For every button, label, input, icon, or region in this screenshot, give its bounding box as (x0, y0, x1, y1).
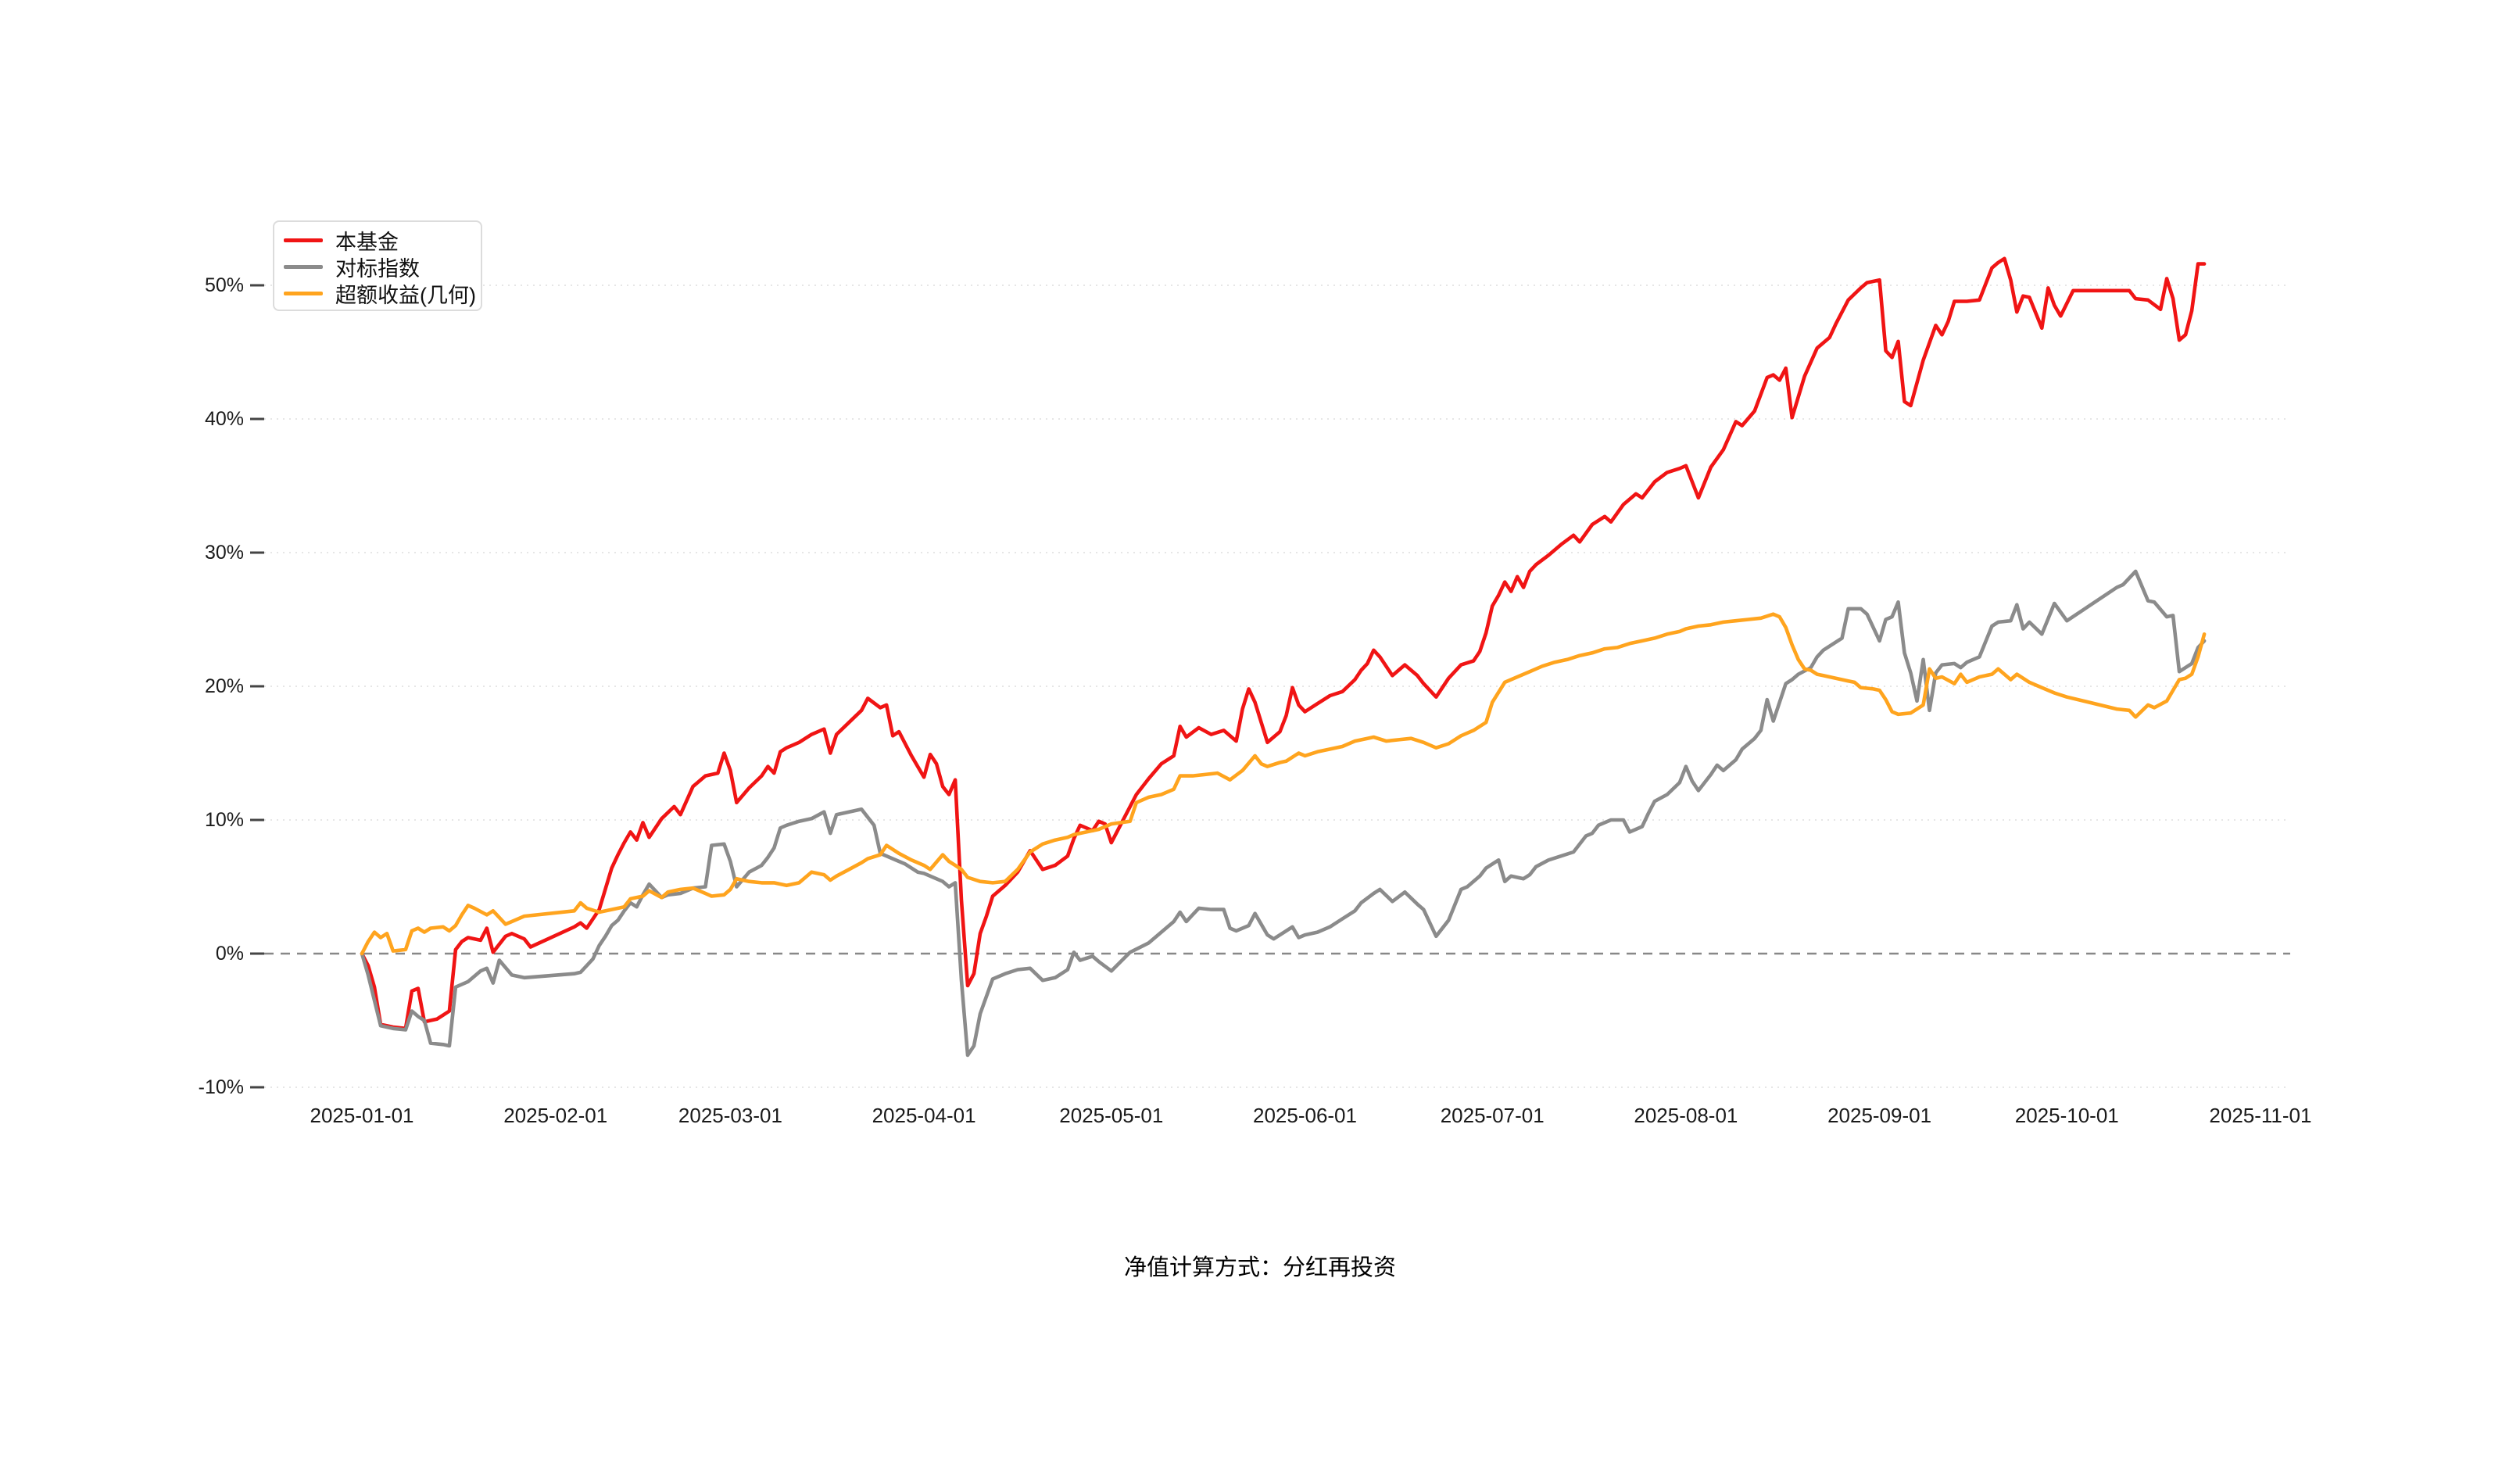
legend-item-label: 超额收益(几何) (335, 283, 476, 307)
y-axis-label: 50% (204, 274, 244, 296)
excess-line-swatch-icon (284, 291, 323, 295)
y-axis-label: 0% (215, 943, 244, 965)
x-axis-label: 2025-08-01 (1634, 1104, 1738, 1127)
x-axis-label: 2025-01-01 (310, 1104, 414, 1127)
fund-line-swatch-icon (284, 238, 323, 242)
series-line-fund (360, 256, 2207, 1031)
legend-item-excess[interactable]: 超额收益(几何) (284, 280, 481, 307)
x-axis-label: 2025-09-01 (1827, 1104, 1932, 1127)
legend-item-benchmark[interactable]: 对标指数 (284, 253, 481, 281)
legend: 本基金 对标指数 超额收益(几何) (273, 220, 482, 311)
x-axis-label: 2025-05-01 (1059, 1104, 1164, 1127)
y-axis-label: 30% (204, 542, 244, 564)
y-axis-label: 40% (204, 408, 244, 430)
legend-item-label: 本基金 (335, 230, 399, 254)
x-axis-label: 2025-07-01 (1440, 1104, 1545, 1127)
x-axis-label: 2025-11-01 (2209, 1104, 2312, 1127)
series-line-excess (360, 612, 2207, 956)
x-axis-label: 2025-02-01 (503, 1104, 608, 1127)
nav-calculation-caption: 净值计算方式：分红再投资 (1123, 1255, 1396, 1280)
x-axis-label: 2025-04-01 (872, 1104, 976, 1127)
x-axis-label: 2025-03-01 (678, 1104, 782, 1127)
legend-item-fund[interactable]: 本基金 (284, 227, 481, 254)
y-axis-label: 20% (204, 675, 244, 697)
y-axis-label: 10% (204, 809, 244, 831)
y-axis-label: -10% (198, 1076, 244, 1098)
benchmark-line-swatch-icon (284, 264, 323, 269)
x-axis-label: 2025-10-01 (2014, 1104, 2119, 1127)
x-axis-label: 2025-06-01 (1252, 1104, 1357, 1127)
legend-item-label: 对标指数 (335, 256, 420, 281)
series-line-benchmark (360, 569, 2207, 1058)
